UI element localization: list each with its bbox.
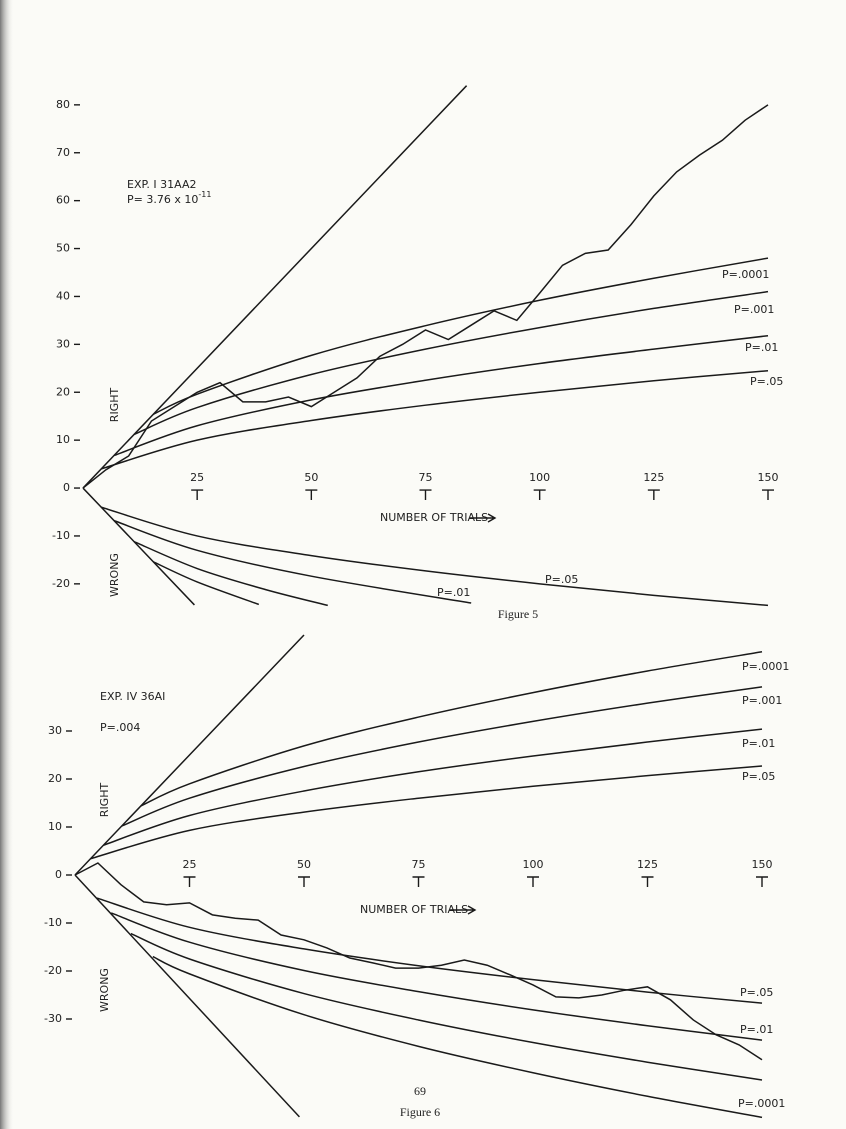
right-label: RIGHT [98, 783, 111, 818]
y-tick-label: -30 [44, 1012, 62, 1025]
x-axis-label: NUMBER OF TRIALS [380, 511, 488, 524]
x-tick-mark [756, 876, 768, 887]
x-axis-arrow [450, 905, 477, 915]
p-value: P= 3.76 x 10-11 [127, 190, 211, 207]
x-tick-label: 75 [412, 858, 426, 871]
x-tick-label: 125 [637, 858, 658, 871]
y-tick-label: 80 [56, 98, 70, 111]
probability-curve [153, 561, 260, 606]
figure-caption: Figure 5 [498, 607, 538, 621]
probability-curve [101, 506, 769, 607]
x-tick-mark [419, 489, 432, 501]
y-tick-label: 10 [56, 433, 70, 446]
probability-curve [82, 487, 195, 606]
score-walk [82, 104, 769, 489]
x-tick-mark [183, 876, 196, 887]
curve-label: P=.05 [742, 770, 775, 783]
score-walk [74, 862, 763, 1061]
y-tick-label: 20 [56, 385, 70, 398]
x-tick-mark [305, 489, 318, 501]
y-tick-label: -10 [52, 529, 70, 542]
x-tick-label: 100 [529, 471, 550, 484]
probability-curve [130, 932, 763, 1081]
y-tick-label: 30 [48, 724, 62, 737]
p-value: P=.004 [100, 721, 140, 734]
figure-caption: Figure 6 [400, 1105, 440, 1119]
x-tick-label: 100 [523, 858, 544, 871]
curve-label: P=.0001 [722, 268, 769, 281]
x-tick-label: 25 [183, 858, 197, 871]
probability-curve [133, 290, 769, 436]
y-tick-label: 70 [56, 146, 70, 159]
y-tick-label: 30 [56, 337, 70, 350]
x-axis-label: NUMBER OF TRIALS [360, 903, 468, 916]
x-tick-label: 75 [419, 471, 433, 484]
y-tick-label: 10 [48, 820, 62, 833]
x-tick-label: 25 [190, 471, 204, 484]
x-tick-label: 125 [643, 471, 664, 484]
x-tick-mark [641, 876, 654, 887]
p-value-exponent: -11 [198, 190, 211, 199]
x-tick-label: 150 [758, 471, 779, 484]
y-tick-label: 20 [48, 772, 62, 785]
probability-curve [103, 728, 763, 846]
curve-label: P=.0001 [742, 660, 789, 673]
curve-label: P=.05 [740, 986, 773, 999]
probability-curve [113, 519, 472, 604]
experiment-label: EXP. I 31AA2 [127, 178, 197, 191]
y-tick-label: 40 [56, 289, 70, 302]
probability-curve [110, 912, 763, 1041]
y-tick-label: 0 [55, 868, 62, 881]
y-tick-label: 60 [56, 194, 70, 207]
curve-label: P=.05 [750, 375, 783, 388]
curve-label: P=.001 [734, 303, 774, 316]
experiment-label: EXP. IV 36AI [100, 690, 165, 703]
wrong-label: WRONG [98, 968, 111, 1012]
x-tick-mark [647, 489, 660, 501]
x-tick-label: 150 [752, 858, 773, 871]
wrong-label: WRONG [108, 553, 121, 597]
x-tick-mark [533, 489, 546, 501]
curve-label: P=.01 [740, 1023, 773, 1036]
probability-curve [74, 634, 305, 876]
probability-curve [90, 765, 763, 860]
x-tick-mark [412, 876, 425, 887]
curve-label: P=.01 [437, 586, 470, 599]
curve-label: P=.01 [742, 737, 775, 750]
x-tick-mark [191, 489, 204, 501]
curve-label: P=.01 [745, 341, 778, 354]
curve-label: P=.001 [742, 694, 782, 707]
probability-curve [140, 651, 763, 807]
page-edge-shadow [0, 0, 14, 1129]
probability-curve [101, 369, 769, 470]
curve-label: P=.0001 [738, 1097, 785, 1110]
x-axis-arrow [470, 513, 497, 523]
y-tick-label: -20 [44, 964, 62, 977]
probability-curve [82, 85, 468, 489]
x-tick-mark [762, 489, 774, 501]
probability-curve [121, 686, 763, 827]
probability-curve [96, 897, 763, 1004]
y-tick-label: 50 [56, 242, 70, 255]
probability-curve [152, 955, 763, 1119]
y-tick-label: -10 [44, 916, 62, 929]
y-tick-label: 0 [63, 481, 70, 494]
y-tick-label: -20 [52, 577, 70, 590]
p-value-base: P= 3.76 x 10 [127, 193, 198, 206]
x-tick-mark [298, 876, 310, 887]
p-value-base: P=.004 [100, 721, 140, 734]
probability-curve [74, 874, 300, 1118]
curve-label: P=.05 [545, 573, 578, 586]
x-tick-label: 50 [304, 471, 318, 484]
right-label: RIGHT [108, 388, 121, 423]
probability-curve [153, 257, 769, 415]
probability-curve [113, 334, 769, 457]
probability-curve [133, 541, 328, 607]
page-number: 69 [414, 1084, 426, 1098]
x-tick-mark [527, 876, 539, 887]
x-tick-label: 50 [297, 858, 311, 871]
